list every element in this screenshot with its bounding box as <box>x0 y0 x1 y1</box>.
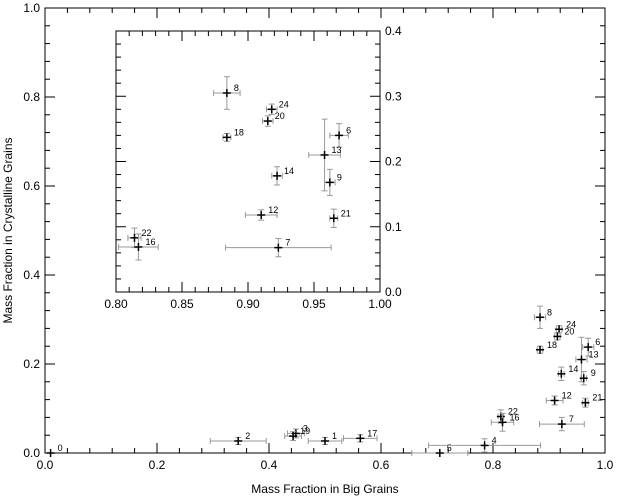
inset-point-label: 8 <box>234 83 239 93</box>
inset-y-tick-label: 0.4 <box>385 24 402 38</box>
main-x-tick-label: 0.4 <box>261 458 278 472</box>
inset-x-tick-label: 0.80 <box>104 297 128 311</box>
main-point-14: 14 <box>557 364 578 381</box>
inset-x-tick-label: 0.95 <box>302 297 326 311</box>
main-point-9: 9 <box>579 368 596 386</box>
inset-x-tick-label: 1.00 <box>368 297 392 311</box>
main-y-tick-label: 0.2 <box>23 357 40 371</box>
inset-point-label: 12 <box>268 205 278 215</box>
inset-point-12: 12 <box>244 205 278 221</box>
main-point-label: 24 <box>566 319 576 329</box>
main-point-7: 7 <box>538 414 585 432</box>
inset-y-tick-label: 0.2 <box>385 155 402 169</box>
main-point-label: 7 <box>569 414 574 424</box>
inset-x-tick-label: 0.85 <box>170 297 194 311</box>
inset-point-18: 18 <box>222 127 244 142</box>
inset-point-7: 7 <box>225 238 332 258</box>
main-y-tick-label: 0.0 <box>23 446 40 460</box>
x-axis-title: Mass Fraction in Big Grains <box>251 482 398 496</box>
inset-point-20: 20 <box>262 111 285 127</box>
main-point-label: 19 <box>300 426 310 436</box>
inset-point-label: 21 <box>341 208 351 218</box>
inset-y-tick-label: 0.3 <box>385 89 402 103</box>
main-point-1: 1 <box>307 431 343 446</box>
main-point-label: 0 <box>58 443 63 453</box>
main-point-12: 12 <box>545 390 572 406</box>
inset-point-14: 14 <box>271 166 294 186</box>
main-point-label: 4 <box>492 435 497 445</box>
inset-point-label: 24 <box>279 99 289 109</box>
main-point-label: 17 <box>367 428 377 438</box>
inset-point-label: 7 <box>285 238 290 248</box>
inset-point-label: 6 <box>346 125 351 135</box>
main-point-16: 16 <box>490 412 520 432</box>
main-y-tick-label: 0.4 <box>23 268 40 282</box>
main-x-tick-label: 0.2 <box>149 458 166 472</box>
main-axis-ticks: 0.0 0.2 0.4 0.6 0.8 1.0 0.0 0.2 0.4 0.6 0.8 1.0 <box>23 1 613 472</box>
inset-background <box>116 31 380 292</box>
main-point-18: 18 <box>536 340 557 354</box>
main-y-tick-label: 0.6 <box>23 179 40 193</box>
inset-point-8: 8 <box>213 76 241 110</box>
main-point-2: 2 <box>209 431 267 446</box>
main-point-label: 1 <box>332 431 337 441</box>
main-point-label: 9 <box>591 368 596 378</box>
inset-point-24: 24 <box>265 99 289 116</box>
main-x-tick-label: 0.6 <box>373 458 390 472</box>
inset-point-13: 13 <box>308 118 342 192</box>
main-point-0: 0 <box>46 443 63 457</box>
main-point-8: 8 <box>533 305 552 329</box>
inset-point-label: 13 <box>332 145 342 155</box>
main-point-label: 22 <box>508 407 518 417</box>
main-x-tick-label: 0.0 <box>37 458 54 472</box>
inset-point-label: 9 <box>337 172 342 182</box>
y-axis-title: Mass Fraction in Crystalline Grains <box>1 137 15 323</box>
main-point-label: 6 <box>595 337 600 347</box>
main-point-label: 20 <box>564 326 574 336</box>
main-point-label: 14 <box>568 364 578 374</box>
inset-axis-ticks: 0.80 0.85 0.90 0.95 1.000.0 0.1 0.2 0.3 0.4 <box>104 24 402 311</box>
inset-point-label: 18 <box>234 127 244 137</box>
main-point-4: 4 <box>428 435 542 453</box>
inset-point-6: 6 <box>329 123 351 148</box>
inset-point-label: 16 <box>145 237 155 247</box>
main-y-tick-label: 0.8 <box>23 90 40 104</box>
main-plot-frame <box>44 7 606 454</box>
main-x-tick-label: 0.8 <box>485 458 502 472</box>
main-point-label: 8 <box>547 307 552 317</box>
inset-y-tick-label: 0.1 <box>385 220 402 234</box>
main-point-19: 19 <box>284 426 310 442</box>
main-point-label: 5 <box>447 443 452 453</box>
inset-point-label: 14 <box>284 166 294 176</box>
inset-point-label: 20 <box>275 111 285 121</box>
main-point-label: 13 <box>588 350 598 360</box>
inset-point-label: 22 <box>141 228 151 238</box>
main-point-label: 16 <box>510 412 520 422</box>
inset-y-tick-label: 0.0 <box>385 285 402 299</box>
main-x-tick-label: 1.0 <box>597 458 614 472</box>
main-point-20: 20 <box>553 326 574 341</box>
main-point-17: 17 <box>342 428 378 443</box>
inset-plot: 0.80 0.85 0.90 0.95 1.000.0 0.1 0.2 0.3 0.4 8 24 2… <box>104 24 402 311</box>
main-point-label: 12 <box>562 390 572 400</box>
main-point-5: 5 <box>411 443 469 457</box>
main-point-label: 3 <box>303 423 308 433</box>
main-point-label: 2 <box>245 431 250 441</box>
inset-x-tick-label: 0.90 <box>236 297 260 311</box>
main-y-tick-label: 1.0 <box>23 1 40 15</box>
main-point-13: 13 <box>575 336 598 383</box>
main-point-label: 21 <box>592 393 602 403</box>
inset-point-16: 16 <box>118 233 159 261</box>
inset-point-9: 9 <box>324 168 342 196</box>
main-point-21: 21 <box>581 393 602 408</box>
inset-point-21: 21 <box>329 208 351 228</box>
main-point-6: 6 <box>582 337 600 357</box>
main-point-label: 18 <box>547 340 557 350</box>
